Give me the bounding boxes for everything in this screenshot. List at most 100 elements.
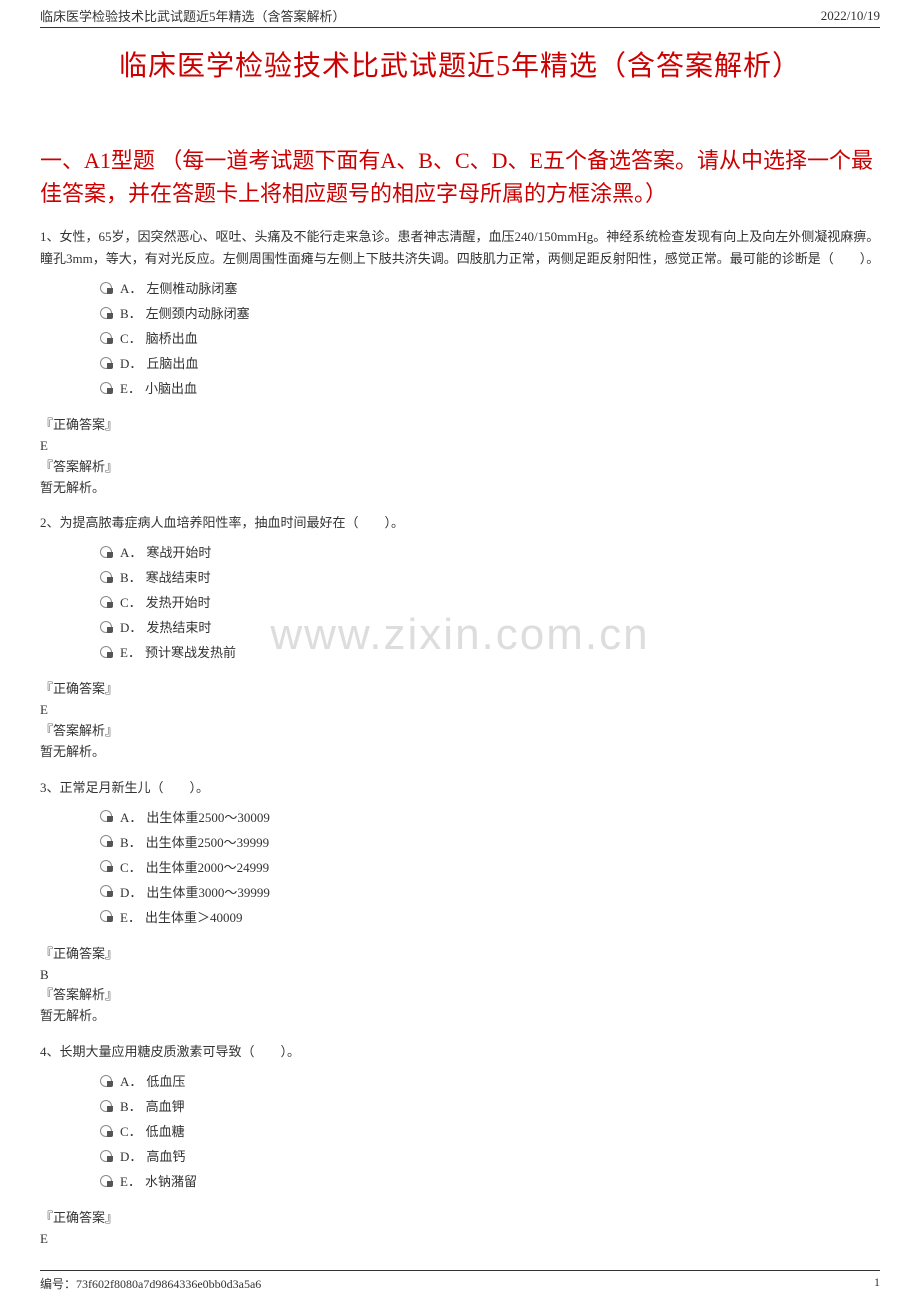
correct-answer-value: E [40,1229,880,1250]
option-text: 水钠潴留 [145,1171,197,1190]
option-label: A． [120,542,142,561]
radio-icon[interactable] [100,307,112,319]
header-bar: 临床医学检验技术比武试题近5年精选（含答案解析） 2022/10/19 [40,0,880,28]
option-label: A． [120,807,142,826]
options-list: A．左侧椎动脉闭塞B．左侧颈内动脉闭塞C．脑桥出血D．丘脑出血E．小脑出血 [100,278,880,397]
page-title: 临床医学检验技术比武试题近5年精选（含答案解析） [40,44,880,84]
option-label: C． [120,328,142,347]
option-label: B． [120,832,142,851]
option-text: 小脑出血 [145,378,197,397]
analysis-text: 暂无解析。 [40,742,880,763]
option-row[interactable]: B．左侧颈内动脉闭塞 [100,303,880,322]
option-row[interactable]: E．预计寒战发热前 [100,642,880,661]
option-text: 出生体重2500～30009 [146,807,270,826]
option-label: A． [120,278,142,297]
option-row[interactable]: C．发热开始时 [100,592,880,611]
footer-id: 编号：73f602f8080a7d9864336e0bb0d3a5a6 [40,1275,261,1292]
option-row[interactable]: D．出生体重3000～39999 [100,882,880,901]
option-row[interactable]: A．寒战开始时 [100,542,880,561]
option-text: 左侧椎动脉闭塞 [146,278,237,297]
radio-icon[interactable] [100,885,112,897]
option-text: 脑桥出血 [146,328,198,347]
radio-icon[interactable] [100,1175,112,1187]
analysis-text: 暂无解析。 [40,1006,880,1027]
correct-answer-label: 『正确答案』 [40,679,880,700]
radio-icon[interactable] [100,810,112,822]
radio-icon[interactable] [100,571,112,583]
radio-icon[interactable] [100,282,112,294]
option-row[interactable]: E．水钠潴留 [100,1171,880,1190]
radio-icon[interactable] [100,1125,112,1137]
answer-block: 『正确答案』B『答案解析』暂无解析。 [40,944,880,1027]
option-label: C． [120,1121,142,1140]
option-text: 出生体重2000～24999 [146,857,270,876]
option-text: 高血钾 [146,1096,185,1115]
correct-answer-label: 『正确答案』 [40,415,880,436]
radio-icon[interactable] [100,332,112,344]
section-title: 一、A1型题 （每一道考试题下面有A、B、C、D、E五个备选答案。请从中选择一个… [40,144,880,210]
option-row[interactable]: B．高血钾 [100,1096,880,1115]
radio-icon[interactable] [100,860,112,872]
radio-icon[interactable] [100,382,112,394]
option-text: 左侧颈内动脉闭塞 [146,303,250,322]
option-label: E． [120,1171,141,1190]
radio-icon[interactable] [100,1150,112,1162]
radio-icon[interactable] [100,596,112,608]
option-text: 出生体重2500～39999 [146,832,270,851]
option-text: 寒战开始时 [146,542,211,561]
question: 2、为提高脓毒症病人血培养阳性率，抽血时间最好在（ ）。 A．寒战开始时 B．寒战结… [40,512,880,661]
question: 4、长期大量应用糖皮质激素可导致（ ）。 A．低血压 B．高血钾 C．低血糖 D．高血钙… [40,1041,880,1190]
option-row[interactable]: C．出生体重2000～24999 [100,857,880,876]
option-text: 发热结束时 [146,617,211,636]
option-label: D． [120,617,142,636]
option-label: D． [120,353,142,372]
option-label: E． [120,907,141,926]
correct-answer-label: 『正确答案』 [40,1208,880,1229]
question: 1、女性，65岁，因突然恶心、呕吐、头痛及不能行走来急诊。患者神志清醒，血压24… [40,226,880,397]
correct-answer-value: E [40,700,880,721]
question-stem: 2、为提高脓毒症病人血培养阳性率，抽血时间最好在（ ）。 [40,512,880,534]
radio-icon[interactable] [100,1100,112,1112]
option-label: C． [120,592,142,611]
radio-icon[interactable] [100,835,112,847]
radio-icon[interactable] [100,910,112,922]
option-row[interactable]: D．发热结束时 [100,617,880,636]
questions-container: 1、女性，65岁，因突然恶心、呕吐、头痛及不能行走来急诊。患者神志清醒，血压24… [40,226,880,1250]
analysis-text: 暂无解析。 [40,478,880,499]
option-row[interactable]: A．出生体重2500～30009 [100,807,880,826]
radio-icon[interactable] [100,621,112,633]
option-text: 丘脑出血 [146,353,198,372]
options-list: A．出生体重2500～30009B．出生体重2500～39999C．出生体重20… [100,807,880,926]
option-row[interactable]: E．出生体重＞40009 [100,907,880,926]
header-left: 临床医学检验技术比武试题近5年精选（含答案解析） [40,6,346,25]
option-text: 发热开始时 [146,592,211,611]
correct-answer-label: 『正确答案』 [40,944,880,965]
option-row[interactable]: A．左侧椎动脉闭塞 [100,278,880,297]
question-stem: 4、长期大量应用糖皮质激素可导致（ ）。 [40,1041,880,1063]
option-text: 出生体重＞40009 [145,907,243,926]
option-row[interactable]: C．低血糖 [100,1121,880,1140]
correct-answer-value: B [40,965,880,986]
correct-answer-value: E [40,436,880,457]
option-row[interactable]: B．寒战结束时 [100,567,880,586]
option-row[interactable]: A．低血压 [100,1071,880,1090]
options-list: A．寒战开始时B．寒战结束时C．发热开始时D．发热结束时E．预计寒战发热前 [100,542,880,661]
option-row[interactable]: B．出生体重2500～39999 [100,832,880,851]
question-stem: 3、正常足月新生儿（ ）。 [40,777,880,799]
option-label: B． [120,1096,142,1115]
analysis-label: 『答案解析』 [40,457,880,478]
radio-icon[interactable] [100,1075,112,1087]
option-row[interactable]: C．脑桥出血 [100,328,880,347]
option-text: 出生体重3000～39999 [146,882,270,901]
option-text: 寒战结束时 [146,567,211,586]
analysis-label: 『答案解析』 [40,721,880,742]
option-row[interactable]: D．丘脑出血 [100,353,880,372]
option-label: D． [120,1146,142,1165]
option-row[interactable]: E．小脑出血 [100,378,880,397]
radio-icon[interactable] [100,546,112,558]
answer-block: 『正确答案』E『答案解析』暂无解析。 [40,415,880,498]
option-row[interactable]: D．高血钙 [100,1146,880,1165]
radio-icon[interactable] [100,357,112,369]
radio-icon[interactable] [100,646,112,658]
option-text: 高血钙 [146,1146,185,1165]
